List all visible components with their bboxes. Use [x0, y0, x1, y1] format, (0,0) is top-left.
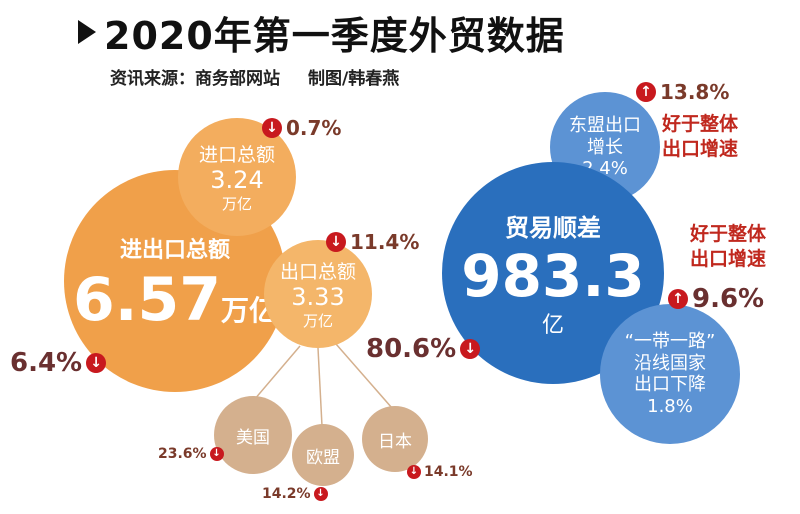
- connector-eu: [317, 347, 323, 427]
- imports-change: 0.7%: [286, 116, 342, 140]
- us-change-tag: 23.6% ↓: [158, 446, 227, 462]
- belt-road-label-line1: “一带一路”: [624, 331, 716, 353]
- partner-bubble-jp: 日本: [362, 406, 428, 472]
- down-arrow-icon: ↓: [460, 339, 481, 359]
- connector-us: [253, 345, 301, 401]
- down-arrow-icon: ↓: [326, 232, 346, 252]
- partner-label-us: 美国: [236, 427, 270, 448]
- down-arrow-icon: ↓: [262, 118, 282, 138]
- exports-unit: 万亿: [302, 312, 333, 331]
- up-arrow-icon: ↑: [668, 289, 688, 309]
- belt-road-change-tag: ↑ 9.6%: [664, 284, 764, 314]
- jp-change-tag: ↓ 14.1%: [404, 464, 473, 480]
- partner-bubble-us: 美国: [214, 396, 292, 474]
- total-change: 6.4%: [10, 348, 83, 378]
- asean-label-line1: 东盟出口: [569, 114, 641, 136]
- title-triangle-icon: [78, 20, 96, 44]
- asean-change-tag: ↑ 13.8%: [632, 80, 729, 104]
- asean-change: 13.8%: [660, 80, 730, 104]
- title-row: 2020年第一季度外贸数据: [78, 6, 565, 58]
- belt-road-value: 1.8%: [647, 395, 693, 417]
- total-value: 6.57: [72, 265, 222, 335]
- surplus-label: 贸易顺差: [505, 213, 601, 242]
- imports-unit: 万亿: [221, 195, 252, 214]
- asean-note: 好于整体 出口增速: [662, 112, 738, 161]
- asean-label-line2: 增长: [587, 136, 623, 158]
- up-arrow-icon: ↑: [636, 82, 656, 102]
- exports-change-tag: ↓ 11.4%: [322, 230, 419, 254]
- down-arrow-icon: ↓: [407, 465, 421, 479]
- surplus-change-tag: 80.6% ↓: [366, 334, 484, 364]
- belt-road-note-line2: 出口增速: [690, 247, 767, 270]
- belt-road-change: 9.6%: [692, 284, 765, 314]
- belt-road-label-line3: 出口下降: [634, 374, 706, 396]
- exports-label: 出口总额: [279, 260, 356, 283]
- exports-change: 11.4%: [350, 230, 420, 254]
- surplus-change: 80.6%: [366, 334, 457, 364]
- belt-road-note: 好于整体 出口增速: [690, 222, 766, 271]
- surplus-value: 983.3: [461, 241, 645, 310]
- surplus-unit: 亿: [541, 312, 564, 338]
- jp-change: 14.1%: [424, 464, 473, 480]
- imports-change-tag: ↓ 0.7%: [258, 116, 341, 140]
- us-change: 23.6%: [158, 446, 207, 462]
- page-title: 2020年第一季度外贸数据: [104, 13, 565, 58]
- partner-bubble-eu: 欧盟: [292, 424, 354, 486]
- subtitle: 资讯来源：商务部网站 制图/韩春燕: [110, 64, 399, 89]
- total-value-row: 6.57 万亿: [73, 270, 277, 330]
- imports-bubble: 进口总额 3.24 万亿: [178, 118, 296, 236]
- connector-jp: [335, 343, 393, 409]
- partner-label-eu: 欧盟: [306, 447, 340, 468]
- asean-note-line1: 好于整体: [662, 113, 739, 135]
- down-arrow-icon: ↓: [86, 353, 107, 373]
- belt-road-bubble: “一带一路” 沿线国家 出口下降 1.8%: [600, 304, 740, 444]
- imports-value: 3.24: [210, 165, 264, 194]
- down-arrow-icon: ↓: [209, 447, 224, 461]
- eu-change-tag: 14.2% ↓: [262, 486, 331, 502]
- asean-note-line2: 出口增速: [662, 137, 739, 160]
- imports-label: 进口总额: [198, 143, 275, 166]
- eu-change: 14.2%: [262, 486, 311, 502]
- total-label: 进出口总额: [119, 238, 230, 263]
- exports-bubble: 出口总额 3.33 万亿: [264, 240, 372, 348]
- exports-value: 3.33: [291, 282, 345, 311]
- source-text: 资讯来源：商务部网站: [110, 69, 280, 89]
- down-arrow-icon: ↓: [313, 487, 328, 501]
- total-change-tag: 6.4% ↓: [10, 348, 110, 378]
- belt-road-label-line2: 沿线国家: [634, 352, 706, 374]
- belt-road-note-line1: 好于整体: [690, 223, 767, 245]
- partner-label-jp: 日本: [378, 431, 412, 452]
- credit-text: 制图/韩春燕: [308, 69, 400, 89]
